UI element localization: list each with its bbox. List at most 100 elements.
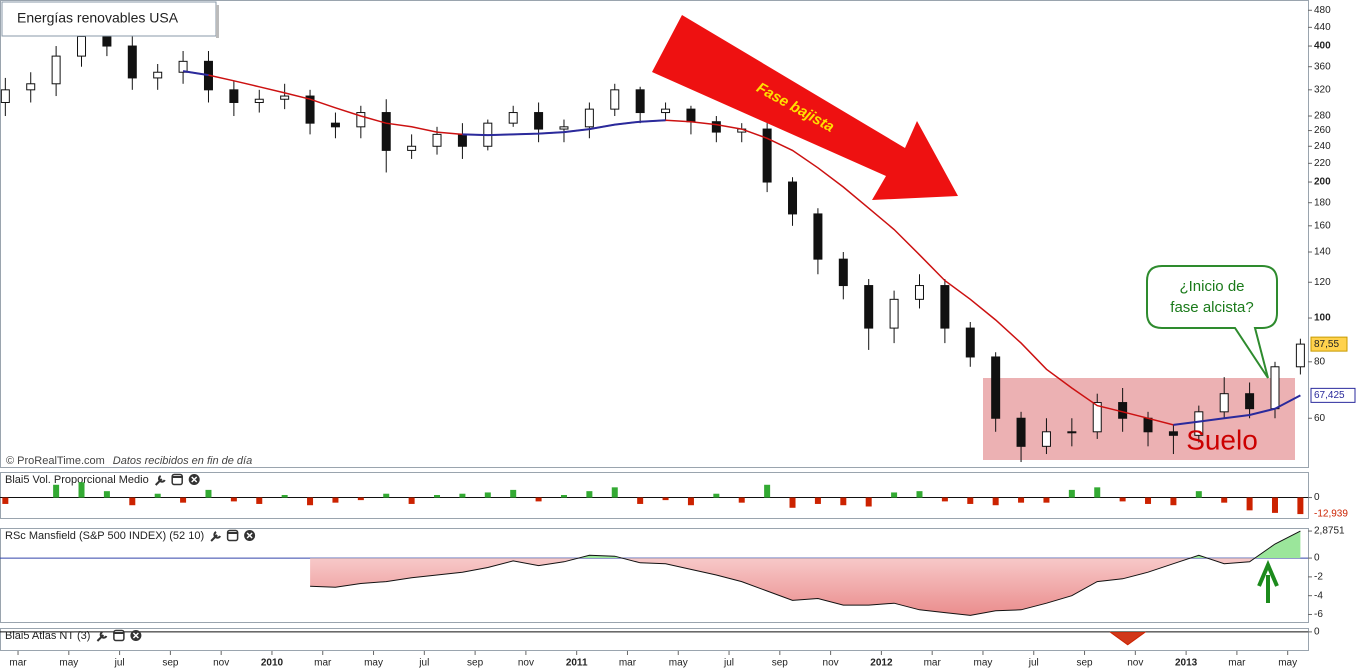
candle-body [280, 95, 290, 100]
x-tick-label: mar [314, 658, 332, 669]
x-tick-label: nov [518, 658, 534, 669]
x-tick-label: may [1278, 658, 1297, 669]
volume-bar [154, 493, 161, 498]
candle-body [1168, 431, 1178, 436]
volume-bar [484, 492, 491, 498]
y-tick-label: 220 [1314, 158, 1331, 169]
close-icon[interactable] [244, 530, 256, 541]
candle-body [914, 285, 924, 300]
volume-bar [230, 497, 237, 502]
last-price: 87,55 [1314, 339, 1339, 350]
last-value: -12,939 [1314, 509, 1348, 520]
volume-bar [1018, 497, 1025, 503]
volume-bar [840, 497, 847, 506]
candle-body [77, 35, 87, 57]
candle-body [838, 258, 848, 287]
y-tick-label: 360 [1314, 61, 1331, 72]
y-tick-label: 260 [1314, 125, 1331, 136]
panel-frame [0, 0, 1309, 468]
volume-bar [967, 497, 974, 504]
annotation-layer: Suelo ¿Inicio de fase alcista? Energías … [1, 1, 1279, 603]
candle-body [26, 83, 36, 91]
x-tick-label: jul [114, 658, 125, 669]
y-tick-label: 320 [1314, 84, 1331, 95]
close-x [191, 476, 198, 483]
area-line [310, 530, 1301, 616]
volume-bar [408, 497, 415, 504]
window-icon[interactable] [171, 473, 183, 486]
volume-bar [1145, 497, 1152, 504]
close-icon[interactable] [130, 630, 142, 641]
y-tick-label: 140 [1314, 247, 1331, 258]
volume-bar [865, 497, 872, 507]
y-tick-label: 200 [1314, 177, 1331, 188]
volume-bar [814, 497, 821, 504]
candle-body [0, 89, 10, 103]
panel-frame [0, 628, 1309, 651]
x-tick-label: mar [924, 658, 942, 669]
x-tick-label: sep [772, 658, 789, 669]
floor-zone [983, 378, 1295, 460]
candle-body [940, 285, 950, 329]
volume-bar [1068, 489, 1075, 498]
settings-icon[interactable] [210, 531, 222, 542]
y-tick-label: 480 [1314, 5, 1331, 16]
volume-bar [1246, 497, 1253, 511]
x-tick-label: may [59, 658, 78, 669]
candle-body [330, 122, 340, 128]
volume-bar [738, 497, 745, 503]
volume-bar [637, 497, 644, 504]
candle-body [788, 181, 798, 215]
volume-bar [53, 484, 60, 498]
x-tick-label: sep [162, 658, 179, 669]
settings-icon[interactable] [154, 475, 166, 486]
volume-bar [383, 493, 390, 498]
volume-bar [789, 497, 796, 508]
close-icon[interactable] [188, 474, 200, 485]
panel-frame [0, 528, 1309, 623]
candle-body [1016, 417, 1026, 447]
candle-body [229, 89, 239, 103]
y-tick-label: 240 [1314, 141, 1331, 152]
area-positive [1109, 631, 1146, 632]
panel-title: Blai5 Atlas NT (3) [5, 630, 90, 642]
volume-bar [916, 491, 923, 498]
area-negative [1109, 631, 1146, 645]
y-tick-label: 0 [1314, 553, 1320, 564]
source: © ProRealTime.com [6, 455, 105, 467]
volume-bar [687, 497, 694, 506]
candle-body [534, 112, 544, 130]
candle-body [407, 145, 417, 151]
candle-body [457, 133, 467, 147]
candle-body [1092, 402, 1102, 433]
candle-body [102, 35, 112, 47]
volume-bar [357, 497, 364, 501]
window-icon[interactable] [226, 529, 239, 542]
volume-bar [1271, 497, 1278, 513]
settings-icon[interactable] [96, 631, 108, 642]
candle-body [51, 55, 61, 85]
volume-bar [256, 497, 263, 504]
y-tick-label: 80 [1314, 356, 1326, 367]
candle-body [813, 213, 823, 260]
window-icon[interactable] [113, 629, 125, 642]
wrench [210, 531, 222, 542]
volume-bar [459, 493, 466, 498]
x-tick-label: may [669, 658, 688, 669]
volume-bar [307, 497, 314, 506]
y-tick-label: 440 [1314, 22, 1331, 33]
candle-body [1270, 366, 1280, 410]
candle-body [153, 71, 163, 79]
volume-bar [941, 497, 948, 502]
x-tick-label: may [974, 658, 993, 669]
volume-bar [1043, 497, 1050, 503]
y-tick-label: 160 [1314, 220, 1331, 231]
candle-body [1143, 417, 1153, 433]
y-tick-label: 120 [1314, 277, 1331, 288]
candle-body [508, 112, 518, 124]
volume-bar [1297, 497, 1304, 515]
candle-body [991, 356, 1001, 419]
background-layer: Fase bajista [652, 15, 1295, 460]
area-line [1109, 631, 1146, 646]
volume-bar [1094, 487, 1101, 498]
